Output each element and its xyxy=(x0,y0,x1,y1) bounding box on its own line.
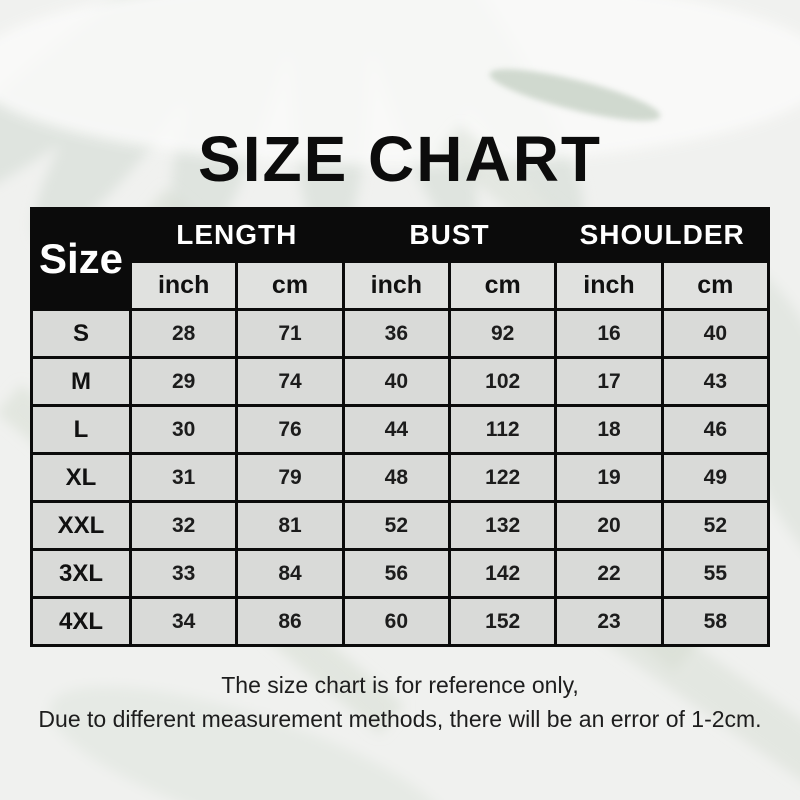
corner-header-size: Size xyxy=(33,210,129,308)
measurement-cell: 22 xyxy=(557,551,661,596)
measurement-cell: 33 xyxy=(132,551,236,596)
row-size-label: XL xyxy=(33,455,129,500)
row-size-label: M xyxy=(33,359,129,404)
measurement-cell: 46 xyxy=(663,407,767,452)
group-header-length: LENGTH xyxy=(132,210,342,260)
measurement-cell: 142 xyxy=(451,551,555,596)
measurement-cell: 56 xyxy=(344,551,448,596)
measurement-cell: 76 xyxy=(238,407,342,452)
top-sheen xyxy=(0,0,800,165)
measurement-cell: 79 xyxy=(238,455,342,500)
measurement-cell: 52 xyxy=(344,503,448,548)
measurement-cell: 36 xyxy=(344,311,448,356)
measurement-cell: 19 xyxy=(557,455,661,500)
footer-disclaimer-line2: Due to different measurement methods, th… xyxy=(38,706,762,732)
measurement-cell: 81 xyxy=(238,503,342,548)
unit-header-length-inch: inch xyxy=(132,263,236,308)
measurement-cell: 48 xyxy=(344,455,448,500)
measurement-cell: 20 xyxy=(557,503,661,548)
measurement-cell: 16 xyxy=(557,311,661,356)
measurement-cell: 132 xyxy=(451,503,555,548)
sage-leaf xyxy=(489,69,661,121)
group-header-bust: BUST xyxy=(344,210,555,260)
measurement-cell: 28 xyxy=(132,311,236,356)
measurement-cell: 112 xyxy=(451,407,555,452)
measurement-cell: 32 xyxy=(132,503,236,548)
row-size-label: S xyxy=(33,311,129,356)
row-size-label: 3XL xyxy=(33,551,129,596)
measurement-cell: 71 xyxy=(238,311,342,356)
measurement-cell: 122 xyxy=(451,455,555,500)
unit-header-shoulder-cm: cm xyxy=(663,263,767,308)
measurement-cell: 49 xyxy=(663,455,767,500)
measurement-cell: 44 xyxy=(344,407,448,452)
measurement-cell: 17 xyxy=(557,359,661,404)
row-size-label: XXL xyxy=(33,503,129,548)
unit-header-length-cm: cm xyxy=(238,263,342,308)
measurement-cell: 52 xyxy=(663,503,767,548)
measurement-cell: 30 xyxy=(132,407,236,452)
measurement-cell: 92 xyxy=(451,311,555,356)
measurement-cell: 58 xyxy=(663,599,767,644)
measurement-cell: 34 xyxy=(132,599,236,644)
bottom-leaf xyxy=(49,686,451,800)
row-size-label: L xyxy=(33,407,129,452)
size-table: Size LENGTH BUST SHOULDER inch cm inch c… xyxy=(30,207,770,647)
footer-disclaimer-line1: The size chart is for reference only, xyxy=(221,672,579,698)
measurement-cell: 31 xyxy=(132,455,236,500)
measurement-cell: 40 xyxy=(344,359,448,404)
measurement-cell: 40 xyxy=(663,311,767,356)
measurement-cell: 102 xyxy=(451,359,555,404)
measurement-cell: 55 xyxy=(663,551,767,596)
measurement-cell: 43 xyxy=(663,359,767,404)
unit-header-shoulder-inch: inch xyxy=(557,263,661,308)
measurement-cell: 86 xyxy=(238,599,342,644)
unit-header-bust-cm: cm xyxy=(451,263,555,308)
measurement-cell: 29 xyxy=(132,359,236,404)
group-header-shoulder: SHOULDER xyxy=(557,210,767,260)
measurement-cell: 18 xyxy=(557,407,661,452)
measurement-cell: 60 xyxy=(344,599,448,644)
row-size-label: 4XL xyxy=(33,599,129,644)
measurement-cell: 152 xyxy=(451,599,555,644)
measurement-cell: 23 xyxy=(557,599,661,644)
measurement-cell: 74 xyxy=(238,359,342,404)
page-title: SIZE CHART xyxy=(198,123,602,195)
measurement-cell: 84 xyxy=(238,551,342,596)
unit-header-bust-inch: inch xyxy=(344,263,448,308)
